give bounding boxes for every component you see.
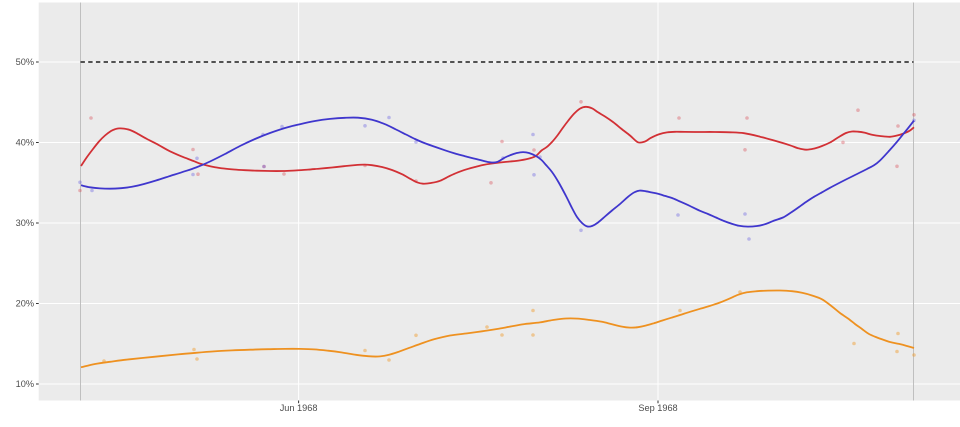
svg-text:40%: 40% bbox=[16, 138, 34, 148]
svg-text:Jun 1968: Jun 1968 bbox=[280, 403, 318, 413]
svg-text:30%: 30% bbox=[16, 218, 34, 228]
svg-text:10%: 10% bbox=[16, 379, 34, 389]
svg-text:50%: 50% bbox=[16, 57, 34, 67]
svg-text:20%: 20% bbox=[16, 299, 34, 309]
svg-text:Sep 1968: Sep 1968 bbox=[638, 403, 677, 413]
